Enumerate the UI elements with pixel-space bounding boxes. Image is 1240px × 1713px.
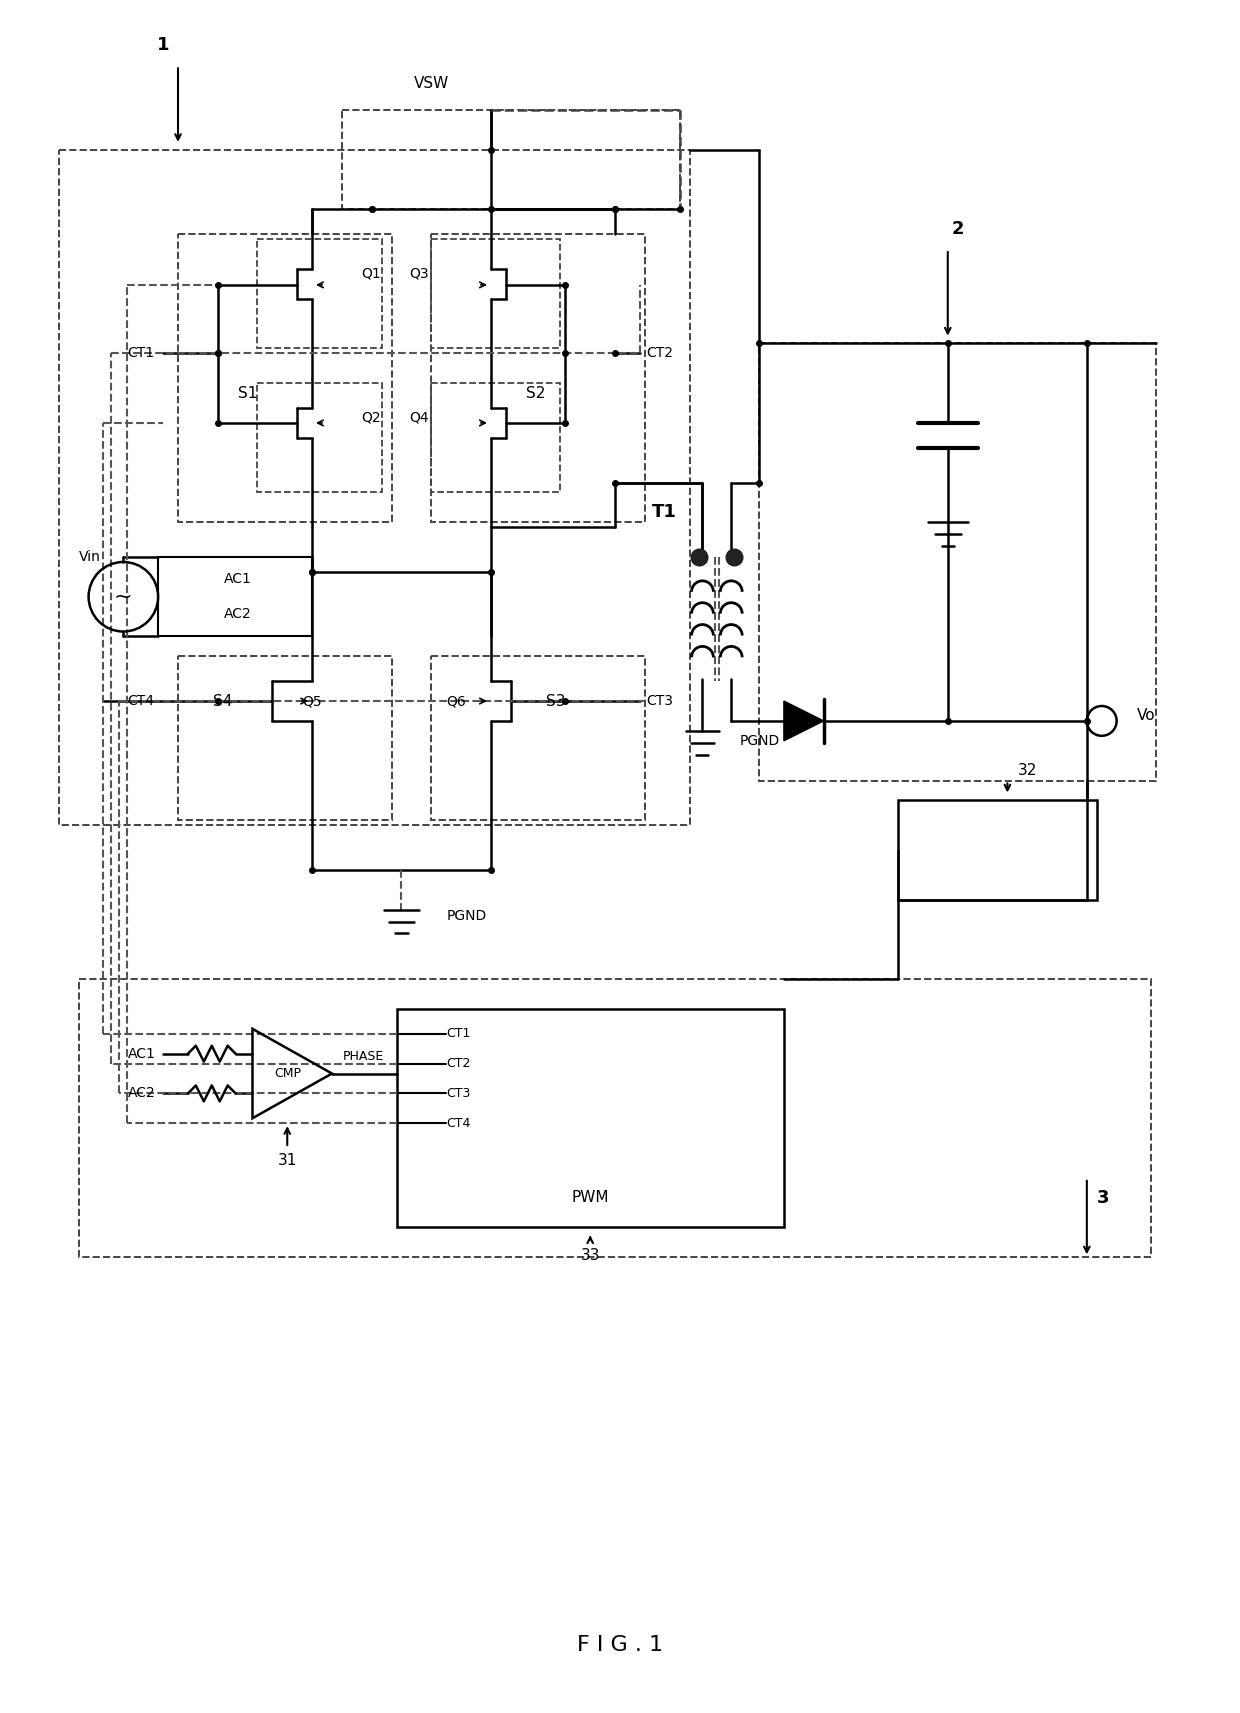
Bar	[159, 557, 312, 637]
Text: PGND: PGND	[739, 733, 780, 749]
Text: CT3: CT3	[646, 694, 673, 707]
Bar	[898, 800, 1096, 899]
Text: AC2: AC2	[128, 1086, 156, 1100]
Text: AC2: AC2	[223, 606, 252, 620]
Bar	[432, 235, 645, 522]
Text: Vo: Vo	[1137, 709, 1156, 723]
Text: S4: S4	[213, 694, 232, 709]
Text: ~: ~	[114, 588, 133, 606]
Text: CT2: CT2	[446, 1057, 470, 1071]
Text: S2: S2	[526, 385, 546, 401]
Bar	[397, 1009, 784, 1228]
Text: 1: 1	[156, 36, 170, 55]
Bar	[258, 384, 382, 492]
Text: 2: 2	[951, 221, 963, 238]
Text: VSW: VSW	[414, 75, 449, 91]
Text: CMP: CMP	[274, 1067, 301, 1079]
Bar	[432, 656, 645, 821]
Bar	[342, 110, 680, 209]
Text: AC1: AC1	[128, 1047, 156, 1060]
Text: CT4: CT4	[446, 1117, 470, 1129]
Polygon shape	[784, 701, 823, 740]
Text: CT2: CT2	[646, 346, 673, 360]
Text: 33: 33	[580, 1247, 600, 1262]
Text: S1: S1	[238, 385, 257, 401]
Text: Vin: Vin	[78, 550, 100, 564]
Text: Q1: Q1	[362, 267, 382, 281]
Text: PHASE: PHASE	[343, 1050, 384, 1064]
Bar	[78, 980, 1152, 1257]
Text: Q3: Q3	[409, 267, 429, 281]
Bar	[179, 235, 392, 522]
Text: CT1: CT1	[128, 346, 155, 360]
Bar	[432, 384, 560, 492]
Text: Q5: Q5	[303, 694, 322, 707]
Text: CT4: CT4	[128, 694, 155, 707]
Text: 31: 31	[278, 1153, 296, 1168]
Text: PWM: PWM	[572, 1191, 609, 1206]
Text: AC1: AC1	[223, 572, 252, 586]
Bar	[432, 240, 560, 348]
Text: Q2: Q2	[362, 411, 382, 425]
Text: 32: 32	[1018, 762, 1037, 778]
Bar	[258, 240, 382, 348]
Text: CT1: CT1	[446, 1028, 470, 1040]
Text: 3: 3	[1096, 1189, 1110, 1206]
Text: Q6: Q6	[446, 694, 466, 707]
Text: PGND: PGND	[446, 908, 486, 923]
Text: T1: T1	[652, 504, 677, 521]
Bar	[759, 344, 1157, 781]
Text: Q4: Q4	[409, 411, 429, 425]
Text: S3: S3	[546, 694, 565, 709]
Bar	[179, 656, 392, 821]
Bar	[58, 149, 689, 826]
Text: CT3: CT3	[446, 1086, 470, 1100]
Text: F I G . 1: F I G . 1	[577, 1634, 663, 1655]
